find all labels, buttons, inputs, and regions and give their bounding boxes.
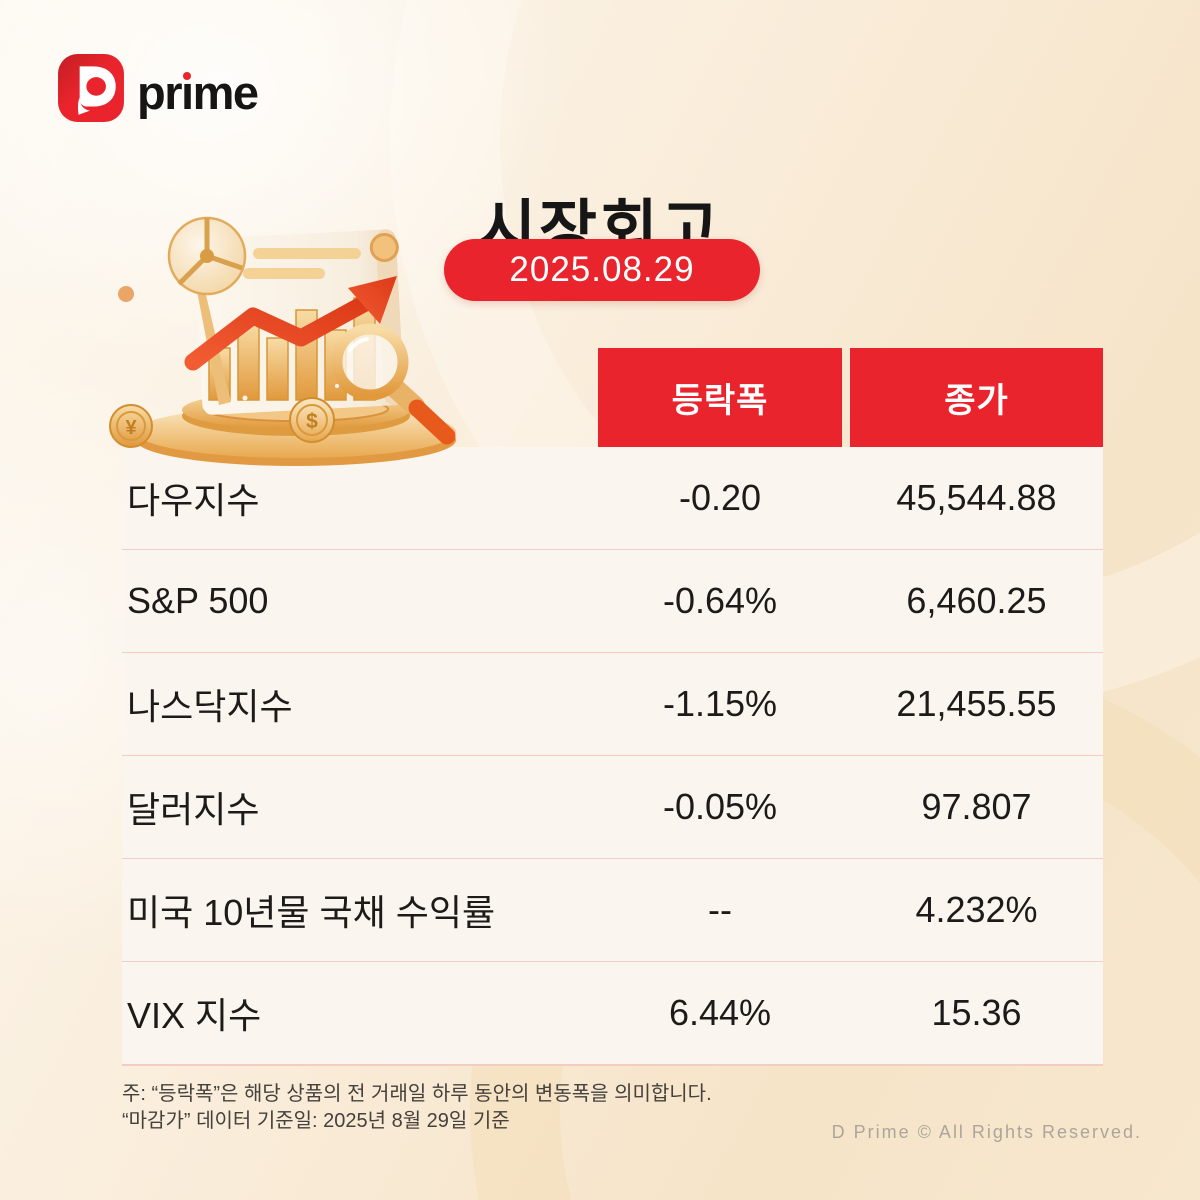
footnotes: 주: “등락폭”은 해당 상품의 전 거래일 하루 동안의 변동폭을 의미합니다… — [122, 1081, 712, 1135]
row-close: 45,544.88 — [896, 477, 1057, 518]
table-row-sp500: S&P 500 -0.64% 6,460.25 — [122, 550, 1103, 653]
trend-arrow-icon — [184, 276, 397, 371]
row-change: -0.20 — [678, 477, 762, 518]
dprime-d-logo-icon — [58, 54, 124, 122]
coin-yen-icon: ¥ — [109, 404, 153, 448]
row-label: 미국 10년물 국채 수익률 — [127, 892, 496, 933]
row-close: 6,460.25 — [906, 580, 1047, 621]
footnote-line1: 주: “등락폭”은 해당 상품의 전 거래일 하루 동안의 변동폭을 의미합니다… — [122, 1083, 712, 1105]
dprime-logo: prıme — [58, 54, 259, 122]
table-row-dollar-index: 달러지수 -0.05% 97.807 — [122, 756, 1103, 859]
table-header-row: 등락폭 종가 — [598, 348, 1103, 447]
svg-text:$: $ — [306, 410, 318, 433]
svg-text:¥: ¥ — [125, 417, 137, 439]
date-badge: 2025.08.29 — [444, 239, 760, 301]
row-label: 달러지수 — [127, 789, 260, 830]
column-header-close: 종가 — [850, 348, 1103, 447]
copyright-text: D Prime © All Rights Reserved. — [831, 1122, 1142, 1142]
table-row-vix: VIX 지수 6.44% 15.36 — [122, 962, 1103, 1064]
table-row-dow: 다우지수 -0.20 45,544.88 — [122, 447, 1103, 550]
row-label: 나스닥지수 — [127, 686, 293, 727]
row-change: -- — [708, 889, 732, 930]
row-change: 6.44% — [668, 992, 772, 1033]
magnifier-icon — [331, 323, 456, 445]
dprime-logo-wordmark: prıme — [137, 65, 259, 119]
row-label: VIX 지수 — [127, 995, 262, 1036]
row-close: 21,455.55 — [896, 683, 1057, 724]
row-label: S&P 500 — [127, 580, 269, 621]
finance-chart-illustration: ¥ $ — [109, 216, 456, 466]
footnote-line2: “마감가” 데이터 기준일: 2025년 8월 29일 기준 — [122, 1110, 510, 1132]
report-lines — [243, 248, 361, 279]
pie-chart-icon — [167, 216, 247, 296]
column-header-change: 등락폭 — [598, 348, 842, 447]
row-close: 15.36 — [931, 992, 1022, 1033]
row-close: 4.232% — [915, 889, 1038, 930]
row-close: 97.807 — [921, 786, 1032, 827]
floating-dot — [118, 286, 134, 302]
row-change: -1.15% — [662, 683, 778, 724]
coin-dollar-icon: $ — [289, 397, 335, 443]
row-change: -0.05% — [662, 786, 778, 827]
market-table: 다우지수 -0.20 45,544.88 S&P 500 -0.64% 6,46… — [122, 447, 1103, 1066]
table-row-nasdaq: 나스닥지수 -1.15% 21,455.55 — [122, 653, 1103, 756]
table-row-us10y: 미국 10년물 국채 수익률 -- 4.232% — [122, 859, 1103, 962]
row-change: -0.64% — [662, 580, 778, 621]
row-label: 다우지수 — [127, 480, 260, 521]
